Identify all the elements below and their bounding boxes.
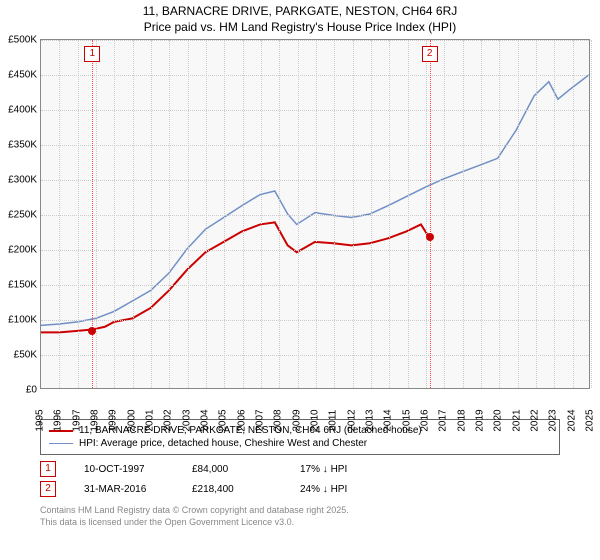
series-hpi bbox=[41, 75, 589, 326]
x-axis-label: 2003 bbox=[181, 410, 192, 432]
x-axis-label: 2020 bbox=[493, 410, 504, 432]
x-axis-label: 2010 bbox=[310, 410, 321, 432]
x-axis-label: 2013 bbox=[365, 410, 376, 432]
x-axis-label: 2002 bbox=[163, 410, 174, 432]
x-axis-label: 2006 bbox=[236, 410, 247, 432]
sale-price: £218,400 bbox=[192, 484, 272, 495]
x-axis-label: 2001 bbox=[145, 410, 156, 432]
sale-date: 31-MAR-2016 bbox=[84, 484, 164, 495]
x-axis-label: 2018 bbox=[456, 410, 467, 432]
sale-pct: 17% ↓ HPI bbox=[300, 464, 347, 475]
y-axis-label: £50K bbox=[0, 350, 37, 361]
y-axis-label: £250K bbox=[0, 210, 37, 221]
sale-date: 10-OCT-1997 bbox=[84, 464, 164, 475]
sale-row: 1 10-OCT-1997 £84,000 17% ↓ HPI bbox=[40, 459, 560, 479]
footer-attribution: Contains HM Land Registry data © Crown c… bbox=[40, 505, 560, 528]
y-axis-label: £200K bbox=[0, 245, 37, 256]
y-axis-label: £400K bbox=[0, 105, 37, 116]
x-axis-label: 2024 bbox=[566, 410, 577, 432]
legend-item: HPI: Average price, detached house, Ches… bbox=[49, 437, 551, 450]
y-axis-label: £150K bbox=[0, 280, 37, 291]
x-axis-label: 2011 bbox=[328, 410, 339, 432]
chart-title: 11, BARNACRE DRIVE, PARKGATE, NESTON, CH… bbox=[0, 0, 600, 20]
x-axis-label: 1999 bbox=[108, 410, 119, 432]
x-axis-label: 2022 bbox=[530, 410, 541, 432]
y-axis-label: £100K bbox=[0, 315, 37, 326]
x-axis-label: 2025 bbox=[585, 410, 596, 432]
sale-pct: 24% ↓ HPI bbox=[300, 484, 347, 495]
chart-lines bbox=[41, 40, 589, 388]
x-axis-label: 2004 bbox=[200, 410, 211, 432]
y-axis-label: £450K bbox=[0, 70, 37, 81]
x-axis-label: 1998 bbox=[90, 410, 101, 432]
x-axis-label: 2008 bbox=[273, 410, 284, 432]
sales-table: 1 10-OCT-1997 £84,000 17% ↓ HPI 2 31-MAR-2016… bbox=[40, 459, 560, 499]
legend-label: HPI: Average price, detached house, Ches… bbox=[79, 438, 367, 449]
sale-row-marker: 2 bbox=[40, 481, 56, 497]
y-axis-label: £0 bbox=[0, 385, 37, 396]
chart-subtitle: Price paid vs. HM Land Registry's House … bbox=[0, 20, 600, 40]
sale-marker: 1 bbox=[84, 46, 100, 62]
x-axis-label: 2017 bbox=[438, 410, 449, 432]
x-axis-label: 1995 bbox=[35, 410, 46, 432]
y-axis-label: £350K bbox=[0, 140, 37, 151]
x-axis-label: 2007 bbox=[255, 410, 266, 432]
sale-price: £84,000 bbox=[192, 464, 272, 475]
y-axis-label: £300K bbox=[0, 175, 37, 186]
x-axis-label: 1996 bbox=[53, 410, 64, 432]
x-axis-label: 2016 bbox=[420, 410, 431, 432]
sale-marker: 2 bbox=[422, 46, 438, 62]
x-axis-label: 2015 bbox=[401, 410, 412, 432]
x-axis-label: 2000 bbox=[126, 410, 137, 432]
plot-region: £0£50K£100K£150K£200K£250K£300K£350K£400… bbox=[40, 39, 590, 389]
x-axis-label: 2019 bbox=[475, 410, 486, 432]
footer-line2: This data is licensed under the Open Gov… bbox=[40, 517, 560, 529]
x-axis-label: 2023 bbox=[548, 410, 559, 432]
sale-row: 2 31-MAR-2016 £218,400 24% ↓ HPI bbox=[40, 479, 560, 499]
x-axis-label: 2021 bbox=[511, 410, 522, 432]
sale-point bbox=[426, 233, 434, 241]
legend-swatch bbox=[49, 443, 73, 444]
sale-row-marker: 1 bbox=[40, 461, 56, 477]
x-axis-label: 2005 bbox=[218, 410, 229, 432]
sale-point bbox=[88, 327, 96, 335]
x-axis-label: 2012 bbox=[346, 410, 357, 432]
footer-line1: Contains HM Land Registry data © Crown c… bbox=[40, 505, 560, 517]
x-axis-label: 2009 bbox=[291, 410, 302, 432]
y-axis-label: £500K bbox=[0, 35, 37, 46]
x-axis-label: 1997 bbox=[71, 410, 82, 432]
x-axis-label: 2014 bbox=[383, 410, 394, 432]
chart-area: £0£50K£100K£150K£200K£250K£300K£350K£400… bbox=[40, 39, 590, 409]
